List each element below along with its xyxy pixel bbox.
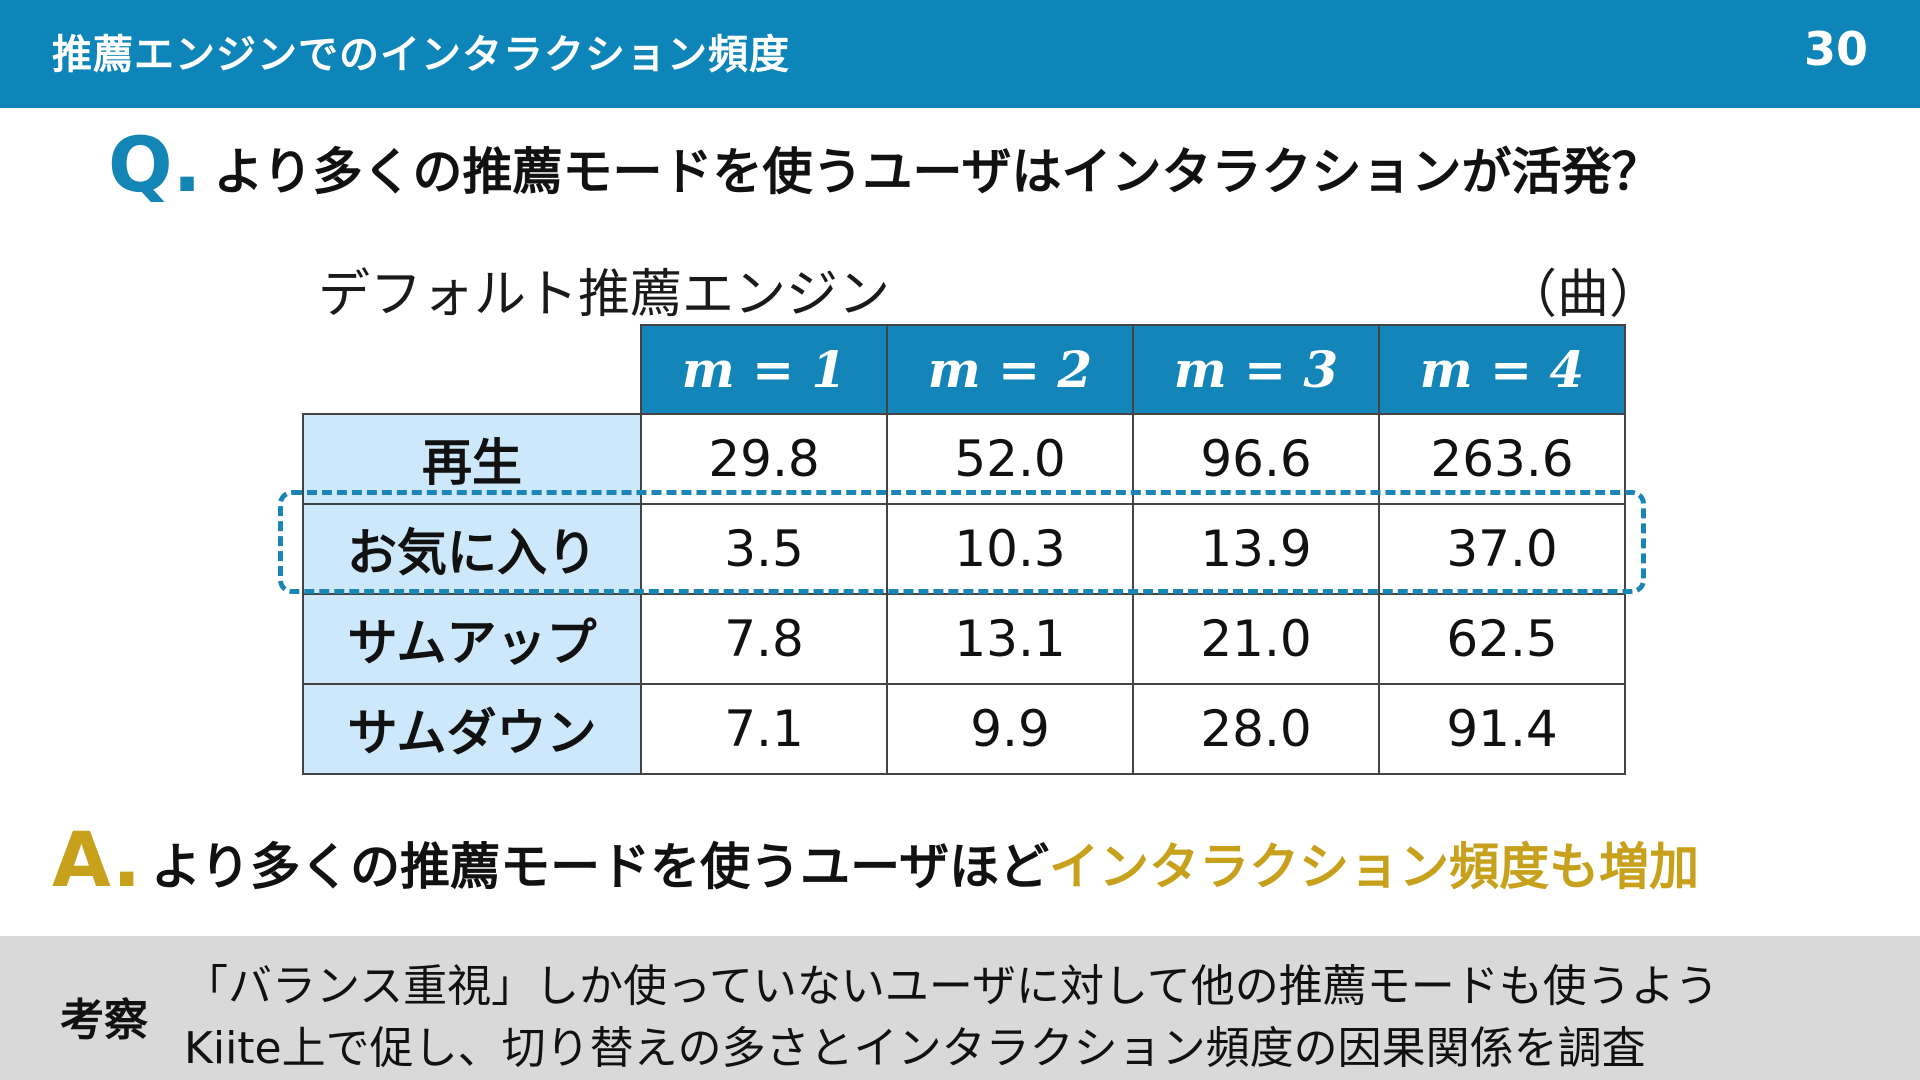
discussion-line-1: 「バランス重視」しか使っていないユーザに対して他の推薦モードも使うよう [184,961,1719,1012]
row-header-thumbs-down: サムダウン [302,683,642,775]
table-unit: （曲） [1505,265,1662,325]
answer-highlight: インタラクション頻度も増加 [1049,838,1700,896]
table-cell: 91.4 [1378,683,1626,775]
answer-marker: A. [52,815,142,904]
table-cell: 21.0 [1132,593,1380,685]
table-cell: 37.0 [1378,503,1626,595]
table-cell: 263.6 [1378,413,1626,505]
table-cell: 9.9 [886,683,1134,775]
column-header-m4: m = 4 [1378,324,1626,415]
table-cell: 10.3 [886,503,1134,595]
table-corner [303,325,641,414]
table-cell: 29.8 [640,413,888,505]
interaction-table: m = 1 m = 2 m = 3 m = 4 再生 29.8 52.0 96.… [302,324,1626,775]
question-text: より多くの推薦モードを使うユーザはインタラクションが活発？ [213,143,1662,201]
column-header-m2: m = 2 [886,324,1134,415]
column-header-m3: m = 3 [1132,324,1380,415]
table-cell: 28.0 [1132,683,1380,775]
row-header-favorite: お気に入り [302,503,642,595]
row-header-thumbs-up: サムアップ [302,593,642,685]
question-marker: Q. [108,120,202,209]
page-number: 30 [1803,22,1868,76]
question-block: Q. より多くの推薦モードを使うユーザはインタラクションが活発？ [108,125,1868,205]
discussion-footer: 考察 「バランス重視」しか使っていないユーザに対して他の推薦モードも使うよう K… [0,936,1920,1080]
table-row: サムアップ 7.8 13.1 21.0 62.5 [302,593,1626,685]
discussion-line-2: Kiite上で促し、切り替えの多さとインタラクション頻度の因果関係を調査 [184,1023,1646,1074]
table-cell: 52.0 [886,413,1134,505]
table-cell: 96.6 [1132,413,1380,505]
answer-block: A. より多くの推薦モードを使うユーザほど インタラクション頻度も増加 [52,820,1892,900]
answer-text: より多くの推薦モードを使うユーザほど [151,838,1050,896]
slide-title: 推薦エンジンでのインタラクション頻度 [52,32,790,78]
table-row: お気に入り 3.5 10.3 13.9 37.0 [302,503,1626,595]
table-cell: 13.9 [1132,503,1380,595]
table-cell: 13.1 [886,593,1134,685]
column-header-m1: m = 1 [640,324,888,415]
row-header-play: 再生 [302,413,642,505]
table-cell: 3.5 [640,503,888,595]
table-row: サムダウン 7.1 9.9 28.0 91.4 [302,683,1626,775]
table-cell: 7.1 [640,683,888,775]
discussion-label: 考察 [60,995,148,1046]
table-title: デフォルト推薦エンジン [318,265,891,325]
favorite-row-highlight [278,490,1646,594]
table-cell: 62.5 [1378,593,1626,685]
slide-header: 推薦エンジンでのインタラクション頻度 30 [0,0,1920,108]
table-row: 再生 29.8 52.0 96.6 263.6 [302,413,1626,505]
table-header-row: m = 1 m = 2 m = 3 m = 4 [303,324,1626,415]
table-cell: 7.8 [640,593,888,685]
